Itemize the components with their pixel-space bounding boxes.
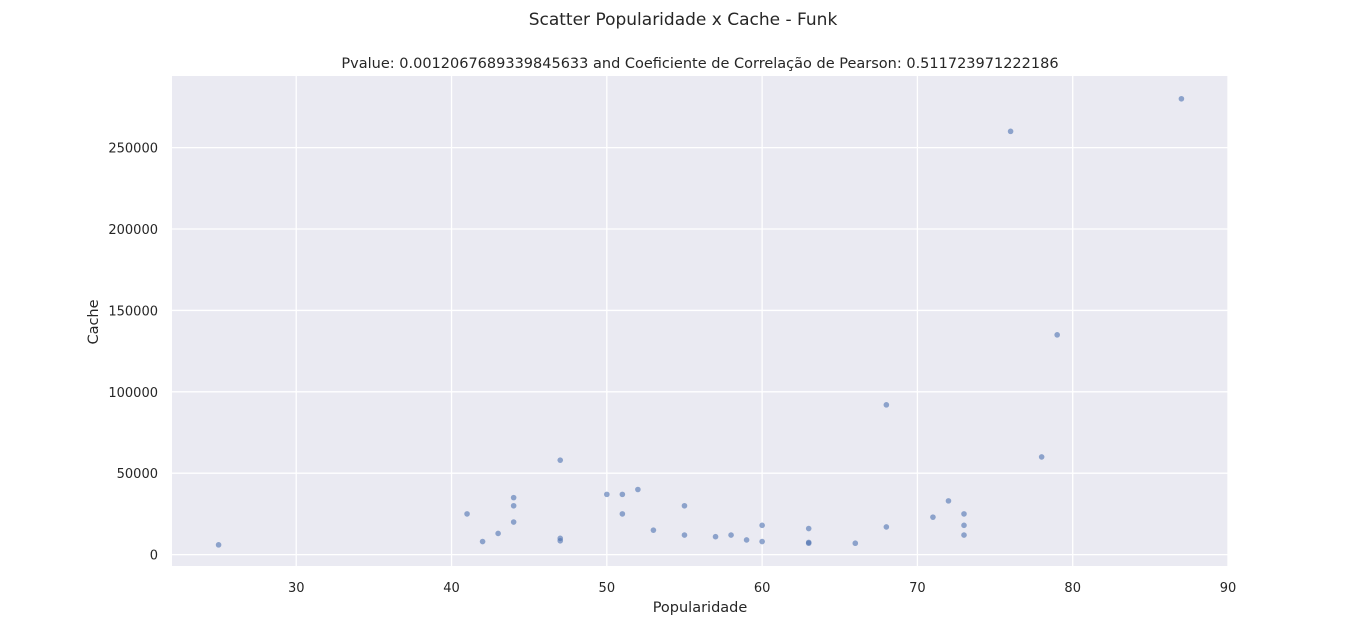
data-point <box>635 486 641 493</box>
data-point <box>681 502 688 509</box>
x-axis-ticks: 30 40 50 60 70 80 90 <box>288 581 1236 596</box>
data-point <box>883 524 890 530</box>
data-point <box>805 539 812 546</box>
data-point <box>961 522 967 529</box>
data-points <box>215 95 1185 548</box>
data-point <box>215 542 222 548</box>
data-point <box>557 457 564 463</box>
plot-area <box>172 76 1228 566</box>
data-point <box>604 491 610 498</box>
x-tick-label: 30 <box>288 581 305 596</box>
y-tick-label: 250000 <box>108 142 158 157</box>
data-point <box>728 532 734 538</box>
data-point <box>961 511 967 517</box>
data-point <box>1178 95 1185 102</box>
y-axis-label: Cache <box>86 299 102 344</box>
data-point <box>805 525 812 532</box>
x-tick-label: 80 <box>1064 581 1081 596</box>
data-point <box>510 494 517 501</box>
data-point <box>619 511 626 517</box>
figure-suptitle: Scatter Popularidade x Cache - Funk <box>528 10 838 30</box>
y-tick-label: 100000 <box>108 386 158 401</box>
y-tick-label: 0 <box>150 549 158 564</box>
data-point <box>759 522 765 529</box>
data-point <box>961 532 967 538</box>
y-axis-ticks: 0 50000 100000 150000 200000 250000 <box>108 142 158 564</box>
data-point <box>650 527 657 533</box>
x-tick-label: 50 <box>599 581 616 596</box>
data-point <box>1007 128 1014 135</box>
x-tick-label: 90 <box>1220 581 1237 596</box>
data-point <box>852 540 859 547</box>
x-axis-label: Popularidade <box>653 600 748 616</box>
data-point <box>759 538 765 545</box>
data-point <box>557 537 564 544</box>
data-point <box>510 502 517 509</box>
y-tick-label: 150000 <box>108 304 158 319</box>
data-point <box>883 402 890 408</box>
data-point <box>1054 332 1060 338</box>
x-tick-label: 40 <box>443 581 460 596</box>
data-point <box>945 498 952 504</box>
data-point <box>930 514 936 520</box>
y-tick-label: 50000 <box>117 467 158 482</box>
data-point <box>712 533 719 540</box>
data-point <box>743 537 750 543</box>
data-point <box>510 519 517 525</box>
y-tick-label: 200000 <box>108 223 158 238</box>
data-point <box>495 530 501 537</box>
data-point <box>479 538 486 545</box>
data-point <box>619 491 626 498</box>
data-point <box>1038 454 1045 460</box>
chart-title: Pvalue: 0.0012067689339845633 and Coefic… <box>341 56 1058 72</box>
x-tick-label: 70 <box>909 581 926 596</box>
grid <box>172 76 1229 566</box>
x-tick-label: 60 <box>754 581 771 596</box>
data-point <box>464 511 470 517</box>
data-point <box>681 532 688 538</box>
